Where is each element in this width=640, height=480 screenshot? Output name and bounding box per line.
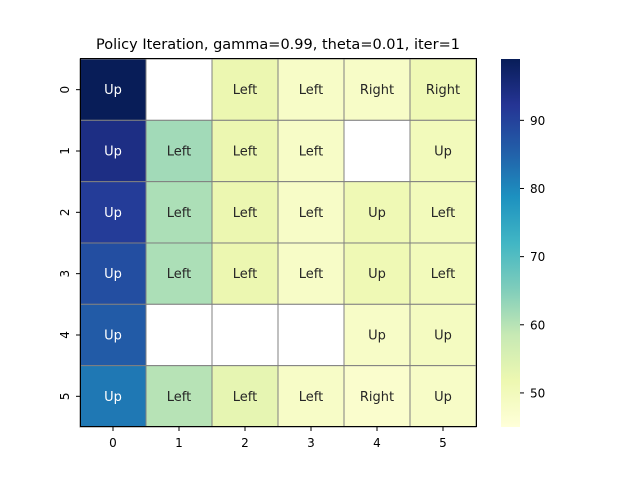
heatmap-cell — [343, 242, 411, 305]
cell-policy-label: Left — [299, 144, 323, 159]
cell-policy-label: Up — [434, 390, 452, 405]
x-tick-label: 4 — [373, 436, 381, 450]
heatmap-cell — [211, 303, 279, 367]
cell-policy-label: Left — [167, 390, 191, 405]
x-tick-label: 0 — [109, 436, 117, 450]
heatmap-cell — [277, 181, 345, 244]
heatmap-cell — [277, 365, 345, 428]
heatmap-cell — [211, 119, 279, 183]
cell-policy-label: Up — [104, 328, 122, 343]
colorbar-tick-label: 70 — [530, 250, 545, 264]
heatmap-cell — [409, 119, 477, 183]
colorbar-tick-label: 60 — [530, 318, 545, 332]
x-axis: 0 1 2 3 4 5 — [109, 427, 447, 450]
x-tick-label: 5 — [439, 436, 447, 450]
heatmap-cell — [145, 58, 213, 121]
colorbar-tick-label: 50 — [530, 386, 545, 400]
heatmap-cell — [409, 365, 477, 428]
heatmap-cell — [409, 181, 477, 244]
heatmap-cell — [211, 242, 279, 305]
heatmap-cell — [343, 58, 411, 121]
cell-policy-label: Left — [299, 83, 323, 98]
cell-policy-label: Up — [368, 206, 386, 221]
cell-policy-label: Left — [233, 390, 257, 405]
heatmap-cell — [79, 58, 147, 121]
heatmap-cell — [277, 303, 345, 367]
y-tick-label: 2 — [58, 209, 72, 217]
cell-policy-label: Up — [434, 328, 452, 343]
y-tick-label: 0 — [58, 86, 72, 94]
heatmap-cell — [409, 242, 477, 305]
y-tick-label: 5 — [58, 392, 72, 400]
y-tick-label: 3 — [58, 270, 72, 278]
colorbar-axis: 50 60 70 80 90 — [520, 114, 545, 400]
cell-policy-label: Up — [368, 267, 386, 282]
cell-policy-label: Left — [167, 144, 191, 159]
cell-policy-label: Up — [104, 267, 122, 282]
heatmap-cell — [277, 242, 345, 305]
colorbar-tick-label: 90 — [530, 114, 545, 128]
cell-policy-label: Up — [104, 390, 122, 405]
heatmap-cell — [145, 365, 213, 428]
x-tick-label: 1 — [175, 436, 183, 450]
heatmap-cell — [211, 58, 279, 121]
cell-policy-label: Left — [233, 144, 257, 159]
cell-policy-label: Left — [167, 206, 191, 221]
cell-policy-label: Up — [104, 144, 122, 159]
heatmap-cell — [145, 242, 213, 305]
cell-policy-label: Up — [104, 206, 122, 221]
heatmap-cell — [145, 181, 213, 244]
colorbar — [501, 59, 520, 427]
y-tick-label: 1 — [58, 147, 72, 155]
cell-policy-label: Left — [233, 83, 257, 98]
cell-policy-label: Right — [360, 390, 394, 405]
cell-policy-label: Left — [299, 267, 323, 282]
cell-policy-label: Left — [299, 390, 323, 405]
cell-policy-label: Left — [233, 206, 257, 221]
cell-policy-label: Up — [434, 144, 452, 159]
cell-policy-label: Left — [233, 267, 257, 282]
cell-policy-label: Up — [368, 328, 386, 343]
heatmap-cells: Up Left Left Right Right Up Left Left Left Up Up Le… — [79, 58, 477, 428]
heatmap-cell — [409, 303, 477, 367]
x-tick-label: 3 — [307, 436, 315, 450]
x-tick-label: 2 — [241, 436, 249, 450]
chart-title: Policy Iteration, gamma=0.99, theta=0.01… — [96, 37, 460, 53]
heatmap-cell — [343, 119, 411, 183]
y-tick-label: 4 — [58, 331, 72, 339]
cell-policy-label: Left — [299, 206, 323, 221]
cell-policy-label: Left — [431, 267, 455, 282]
cell-policy-label: Right — [426, 83, 460, 98]
colorbar-tick-label: 80 — [530, 182, 545, 196]
heatmap-cell — [211, 365, 279, 428]
plot-frame — [80, 58, 477, 427]
heatmap-cell — [145, 303, 213, 367]
cell-policy-label: Right — [360, 83, 394, 98]
cell-policy-label: Left — [167, 267, 191, 282]
cell-policy-label: Left — [431, 206, 455, 221]
heatmap-cell — [79, 303, 147, 367]
y-axis: 0 1 2 3 4 5 — [58, 86, 80, 400]
cell-policy-label: Up — [104, 83, 122, 98]
